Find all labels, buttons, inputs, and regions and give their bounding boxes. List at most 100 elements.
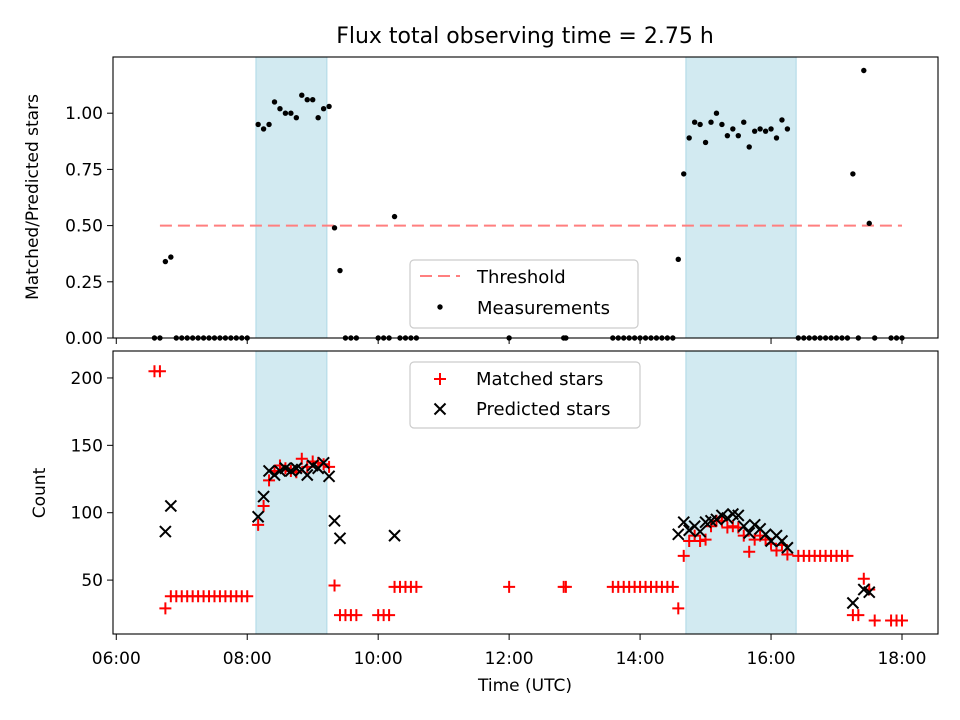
measurement-point [719, 121, 725, 128]
legend-predicted-label: Predicted stars [476, 399, 610, 420]
legend-matched-mark [434, 373, 446, 385]
matched-star-point [503, 580, 516, 593]
matched-star-point [781, 548, 794, 561]
measurement-point [266, 121, 272, 128]
matched-star-point [241, 590, 254, 603]
top-ytick-label: 0.50 [65, 217, 103, 237]
measurement-point [310, 97, 316, 103]
matched-star-point [868, 614, 881, 627]
measurement-point [331, 225, 338, 231]
bottom-xtick-label: 10:00 [354, 649, 403, 669]
shaded-interval [685, 350, 797, 635]
shaded-interval [255, 56, 328, 339]
legend-measurement-label: Measurements [477, 298, 610, 319]
measurement-point [255, 121, 261, 128]
bottom-ytick-label: 150 [71, 436, 103, 456]
bottom-ytick-label: 200 [71, 369, 103, 389]
measurement-point [702, 139, 709, 146]
measurement-point [162, 258, 169, 265]
measurement-point [271, 99, 278, 105]
matched-star-point [410, 580, 423, 593]
matched-star-point [677, 549, 690, 562]
chart-title: Flux total observing time = 2.75 h [336, 24, 714, 49]
matched-star-point [328, 579, 341, 592]
measurement-point [282, 110, 289, 116]
bottom-xlabel: Time (UTC) [477, 676, 572, 696]
measurement-point [337, 267, 343, 274]
predicted-star-point [301, 468, 314, 482]
top-ytick-label: 0.00 [65, 329, 103, 349]
predicted-star-point [863, 586, 876, 599]
predicted-star-point [693, 525, 707, 538]
matched-star-point [743, 545, 756, 558]
measurement-point [326, 103, 332, 110]
legend-predicted-mark [433, 402, 447, 416]
bottom-ytick-label: 100 [71, 504, 103, 524]
matched-star-point [852, 609, 865, 622]
predicted-star-point [159, 525, 172, 538]
predicted-star-point [164, 499, 178, 513]
predicted-star-point [251, 510, 265, 523]
bottom-panel: 50 100 150 200 06:00 08:00 10:00 12:00 14:00 16:… [30, 350, 939, 696]
shaded-interval [685, 56, 797, 339]
matched-star-point [895, 614, 908, 627]
top-ytick-label: 0.25 [65, 273, 103, 293]
measurement-point [866, 220, 872, 227]
legend-matched-glyph [434, 373, 446, 385]
measurement-point [861, 67, 867, 74]
measurement-point [757, 126, 763, 132]
matched-star-point [672, 602, 685, 615]
matched-star-point [257, 499, 270, 512]
matched-star-point [252, 518, 265, 531]
matched-star-point [153, 365, 166, 378]
matched-star-point [350, 609, 363, 622]
measurement-point [762, 128, 769, 134]
measurement-point [168, 254, 174, 260]
bottom-ylabel: Count [30, 467, 50, 518]
predicted-star-point [743, 526, 756, 540]
predicted-star-point [333, 532, 347, 545]
measurement-point [713, 110, 720, 116]
measurement-point [773, 135, 780, 141]
measurement-point [675, 256, 681, 263]
predicted-star-point [328, 514, 341, 528]
bottom-xtick-label: 12:00 [485, 649, 534, 669]
measurement-point [681, 171, 687, 177]
bottom-xtick-label: 18:00 [877, 649, 926, 669]
predicted-star-point [677, 515, 690, 529]
predicted-star-point [317, 456, 330, 470]
top-ytick-label: 1.00 [65, 104, 103, 124]
bottom-axes-frame [112, 350, 939, 635]
matched-star-point [694, 535, 707, 548]
measurement-point [784, 126, 791, 132]
matched-star-point [559, 580, 572, 593]
legend-threshold-label: Threshold [476, 267, 566, 288]
top-ytick-label: 0.75 [65, 160, 103, 180]
measurement-point [686, 135, 692, 141]
top-axes-frame [112, 56, 939, 339]
measurement-point [735, 132, 741, 139]
measurement-point [260, 126, 267, 132]
measurement-point [691, 119, 698, 125]
matched-star-point [721, 521, 734, 534]
measurement-point [315, 114, 321, 121]
measurement-point [724, 132, 731, 139]
predicted-star-point [322, 470, 336, 483]
bottom-xtick-label: 16:00 [747, 649, 796, 669]
legend-predicted-glyph [433, 402, 447, 416]
predicted-star-point [388, 529, 401, 542]
measurement-point [746, 144, 752, 150]
measurement-point [751, 128, 758, 134]
measurement-point [391, 213, 398, 220]
measurement-point [320, 106, 327, 112]
bottom-xtick-label: 14:00 [616, 649, 665, 669]
predicted-star-point [672, 528, 685, 541]
measurement-point [697, 121, 703, 128]
bottom-xtick-label: 06:00 [92, 649, 141, 669]
measurement-point [277, 106, 283, 112]
matched-star-point [383, 609, 396, 622]
matched-star-point [841, 549, 854, 562]
measurement-point [293, 114, 300, 121]
measurement-point [779, 117, 785, 123]
